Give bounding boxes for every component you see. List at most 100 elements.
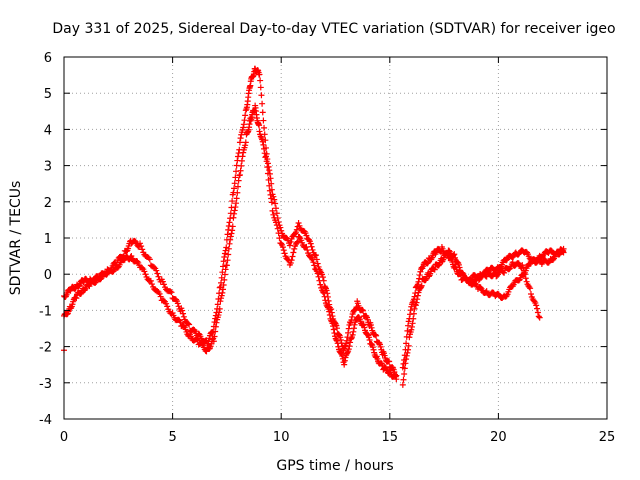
data-point bbox=[457, 271, 464, 278]
data-point bbox=[276, 235, 283, 242]
data-point bbox=[308, 243, 315, 250]
data-point bbox=[242, 107, 249, 114]
data-point bbox=[240, 149, 247, 156]
data-point bbox=[341, 357, 348, 364]
data-point bbox=[218, 292, 225, 299]
data-point bbox=[309, 246, 316, 253]
data-point bbox=[373, 332, 380, 339]
data-point bbox=[273, 222, 280, 229]
data-point bbox=[337, 334, 344, 341]
data-point bbox=[191, 326, 198, 333]
data-point bbox=[401, 352, 408, 359]
data-point bbox=[347, 320, 354, 327]
data-point bbox=[258, 92, 265, 99]
data-point bbox=[262, 153, 269, 160]
data-point bbox=[330, 326, 337, 333]
data-point bbox=[416, 275, 423, 282]
data-point bbox=[289, 253, 296, 260]
data-point bbox=[177, 319, 184, 326]
data-point bbox=[222, 247, 229, 254]
data-point bbox=[238, 157, 245, 164]
data-point bbox=[260, 141, 267, 148]
data-point bbox=[444, 250, 451, 257]
data-point bbox=[466, 280, 473, 287]
data-point bbox=[138, 243, 145, 250]
y-tick-label: 2 bbox=[44, 196, 52, 211]
data-point bbox=[330, 323, 337, 330]
data-point bbox=[386, 358, 393, 365]
data-point bbox=[343, 340, 350, 347]
data-point bbox=[303, 243, 310, 250]
data-point bbox=[335, 343, 342, 350]
data-point bbox=[267, 191, 274, 198]
data-point bbox=[223, 262, 230, 269]
data-point bbox=[77, 290, 84, 297]
data-point bbox=[321, 293, 328, 300]
data-point bbox=[236, 139, 243, 146]
data-point bbox=[349, 313, 356, 320]
data-point bbox=[237, 135, 244, 142]
data-point bbox=[227, 233, 234, 240]
data-point bbox=[407, 311, 413, 318]
data-point bbox=[239, 153, 246, 160]
data-point bbox=[361, 324, 368, 331]
data-point bbox=[261, 145, 268, 152]
data-point bbox=[510, 253, 517, 260]
y-tick-label: -4 bbox=[39, 413, 52, 428]
data-point bbox=[401, 356, 408, 363]
data-point bbox=[415, 278, 422, 285]
data-point bbox=[160, 297, 167, 304]
data-point bbox=[521, 271, 528, 278]
data-point bbox=[431, 266, 438, 273]
chart-title: Day 331 of 2025, Sidereal Day-to-day VTE… bbox=[52, 21, 615, 37]
data-point bbox=[272, 205, 279, 212]
data-point bbox=[500, 269, 507, 276]
data-point bbox=[410, 296, 417, 303]
data-point bbox=[236, 172, 243, 179]
data-point bbox=[256, 128, 263, 135]
data-point bbox=[259, 100, 266, 107]
data-point bbox=[164, 303, 171, 310]
data-point bbox=[326, 311, 333, 318]
data-point bbox=[349, 331, 356, 338]
data-point bbox=[319, 288, 326, 295]
data-point bbox=[444, 249, 451, 256]
data-point bbox=[214, 301, 221, 308]
data-point bbox=[314, 260, 321, 267]
data-point bbox=[344, 349, 351, 356]
data-point bbox=[273, 210, 280, 217]
data-point bbox=[405, 322, 412, 329]
data-point bbox=[142, 271, 149, 278]
data-point bbox=[185, 320, 192, 327]
data-point bbox=[402, 346, 409, 353]
data-point bbox=[521, 267, 528, 274]
data-point bbox=[229, 227, 236, 234]
data-point bbox=[75, 283, 82, 290]
data-point bbox=[168, 289, 175, 296]
data-point bbox=[462, 274, 469, 281]
data-point bbox=[212, 328, 219, 335]
data-point bbox=[231, 185, 238, 192]
y-tick-label: 0 bbox=[44, 268, 52, 283]
data-point bbox=[220, 282, 227, 289]
data-point bbox=[560, 245, 567, 252]
data-point bbox=[363, 313, 370, 320]
data-point bbox=[408, 326, 415, 333]
data-point bbox=[238, 162, 245, 169]
data-point bbox=[139, 246, 146, 253]
data-point bbox=[141, 268, 148, 275]
data-point bbox=[348, 335, 355, 342]
data-point bbox=[261, 124, 268, 131]
data-point bbox=[216, 309, 223, 316]
data-point bbox=[320, 289, 327, 296]
data-point bbox=[334, 340, 341, 347]
data-point bbox=[435, 262, 442, 269]
data-point bbox=[263, 158, 270, 165]
data-point bbox=[73, 295, 80, 302]
data-point bbox=[550, 256, 557, 263]
data-point bbox=[151, 264, 158, 271]
data-point bbox=[409, 320, 416, 327]
data-point bbox=[367, 322, 374, 329]
data-point bbox=[148, 281, 155, 288]
